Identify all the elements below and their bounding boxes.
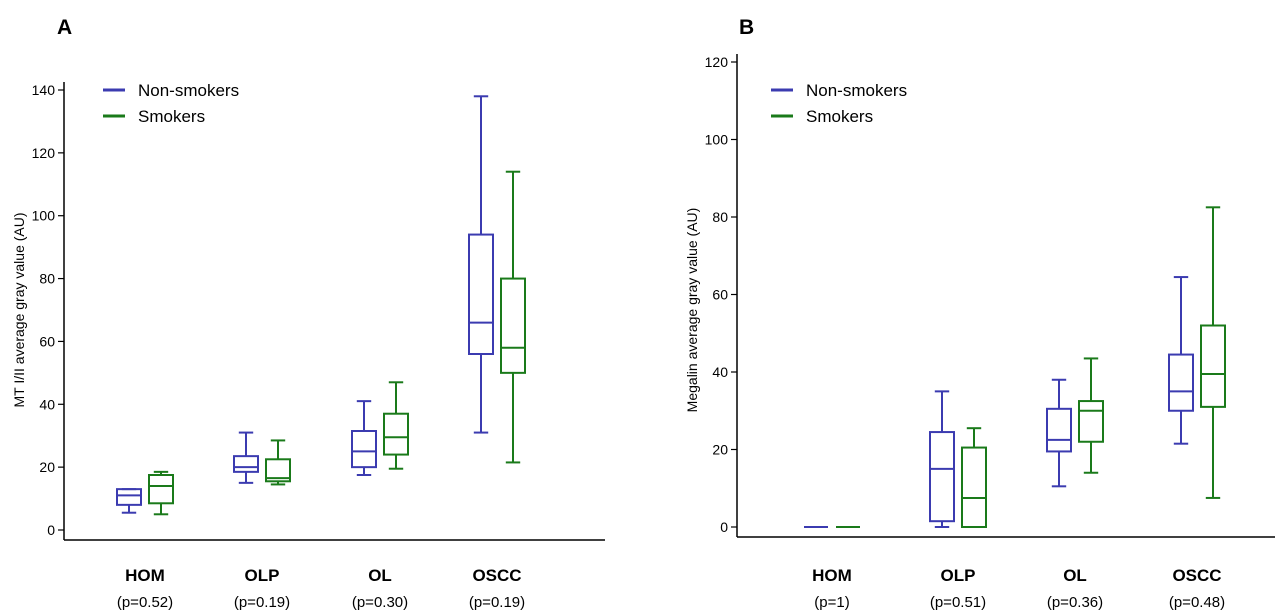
y-tick-label: 20	[712, 442, 728, 458]
y-tick-label: 20	[39, 459, 55, 475]
category-label: OL	[368, 566, 392, 585]
box-iqr	[929, 431, 955, 523]
box-smokers-hom	[148, 470, 174, 516]
box-iqr	[116, 488, 142, 506]
p-value-label: (p=0.30)	[352, 594, 408, 611]
y-tick-label: 140	[32, 82, 56, 98]
box-smokers-ol	[1078, 357, 1104, 474]
p-value-label: (p=0.36)	[1047, 594, 1103, 611]
box-iqr	[148, 474, 174, 505]
box-non-smokers-ol	[1046, 378, 1072, 488]
p-value-label: (p=0.19)	[234, 594, 290, 611]
category-label: HOM	[125, 566, 165, 585]
y-tick-label: 0	[47, 522, 55, 538]
panel-b-legend: Non-smokers Smokers	[771, 81, 907, 126]
box-iqr	[1078, 400, 1104, 443]
p-value-label: (p=0.19)	[469, 594, 525, 611]
y-tick-label: 60	[39, 333, 55, 349]
category-label: HOM	[812, 566, 852, 585]
y-tick-label: 80	[712, 209, 728, 225]
box-smokers-ol	[383, 381, 409, 470]
box-iqr	[351, 430, 377, 469]
panel-b: B Megalin average gray value (AU) Non-sm…	[684, 16, 1275, 611]
panel-a: A MT I/II average gray value (AU) Non-sm…	[11, 16, 605, 611]
y-tick-label: 60	[712, 287, 728, 303]
category-label: OLP	[941, 566, 976, 585]
category-label: OSCC	[472, 566, 521, 585]
p-value-label: (p=0.51)	[930, 594, 986, 611]
category-label: OL	[1063, 566, 1087, 585]
box-iqr	[233, 455, 259, 473]
y-tick-label: 100	[32, 208, 56, 224]
y-tick-label: 100	[705, 132, 729, 148]
box-non-smokers-olp	[233, 431, 259, 484]
box-iqr	[1200, 324, 1226, 408]
p-value-label: (p=1)	[814, 594, 849, 611]
category-label: OLP	[245, 566, 280, 585]
panel-a-letter: A	[57, 16, 72, 39]
box-non-smokers-oscc	[1168, 276, 1194, 445]
box-iqr	[265, 458, 291, 483]
box-smokers-oscc	[1200, 206, 1226, 499]
box-smokers-oscc	[500, 170, 526, 464]
box-iqr	[1168, 353, 1194, 412]
panel-b-letter: B	[739, 16, 754, 39]
box-non-smokers-hom	[116, 488, 142, 514]
y-tick-label: 80	[39, 271, 55, 287]
y-tick-label: 40	[39, 396, 55, 412]
panel-a-ylabel: MT I/II average gray value (AU)	[11, 212, 27, 407]
legend-label-smokers: Smokers	[806, 107, 873, 126]
y-tick-label: 120	[705, 54, 729, 70]
category-label: OSCC	[1172, 566, 1221, 585]
box-non-smokers-olp	[929, 390, 955, 528]
legend-label-non-smokers: Non-smokers	[806, 81, 907, 100]
box-iqr	[468, 233, 494, 355]
y-tick-label: 120	[32, 145, 56, 161]
box-smokers-olp	[265, 439, 291, 486]
legend-label-smokers: Smokers	[138, 107, 205, 126]
box-iqr	[1046, 407, 1072, 453]
box-non-smokers-oscc	[468, 95, 494, 434]
y-tick-label: 0	[720, 519, 728, 535]
p-value-label: (p=0.48)	[1169, 594, 1225, 611]
box-iqr	[961, 446, 987, 528]
p-value-label: (p=0.52)	[117, 594, 173, 611]
panel-b-ylabel: Megalin average gray value (AU)	[684, 208, 700, 413]
legend-label-non-smokers: Non-smokers	[138, 81, 239, 100]
box-iqr	[383, 412, 409, 456]
box-iqr	[500, 277, 526, 374]
y-tick-label: 40	[712, 364, 728, 380]
panel-a-legend: Non-smokers Smokers	[103, 81, 239, 126]
box-non-smokers-ol	[351, 400, 377, 476]
box-smokers-olp	[961, 427, 987, 528]
